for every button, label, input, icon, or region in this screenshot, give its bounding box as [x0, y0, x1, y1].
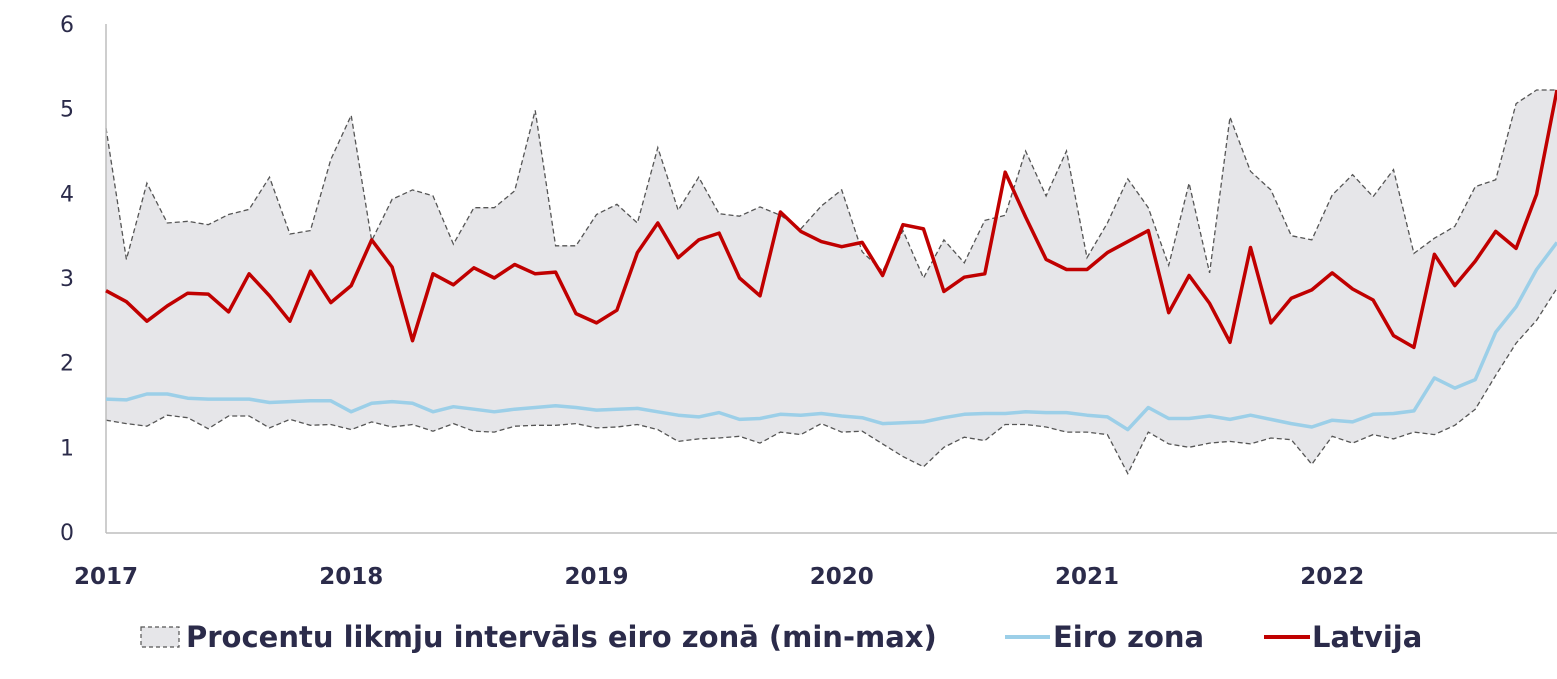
x-tick-label: 2020	[810, 564, 874, 590]
series-line-latvija	[105, 89, 1557, 350]
legend: Procentu likmju intervāls eiro zonā (min…	[140, 620, 1422, 654]
x-tick-label: 2022	[1300, 564, 1364, 590]
y-tick-label: 6	[60, 13, 74, 38]
legend-eiro-zona-label: Eiro zona	[1053, 620, 1204, 654]
band-min-line	[105, 287, 1557, 476]
y-tick-label: 5	[60, 98, 74, 123]
legend-band-swatch	[140, 626, 180, 648]
x-tick-label: 2021	[1055, 564, 1119, 590]
band-area	[106, 90, 1557, 474]
axis-layer	[105, 24, 1557, 534]
y-tick-label: 3	[60, 267, 74, 292]
y-tick-label: 0	[60, 521, 74, 546]
y-tick-label: 1	[60, 436, 74, 461]
band-max-line	[105, 89, 1557, 280]
legend-latvija-label: Latvija	[1312, 620, 1422, 654]
y-tick-label: 2	[60, 352, 74, 377]
x-tick-label: 2019	[564, 564, 628, 590]
x-tick-label: 2017	[74, 564, 138, 590]
x-tick-label: 2018	[319, 564, 383, 590]
tick-layer: 0 1 2 3 4 5 6 2017 2018 2019 2020 2021 2022	[60, 13, 1364, 590]
legend-band-label: Procentu likmju intervāls eiro zonā (min…	[186, 620, 937, 654]
y-tick-label: 4	[60, 182, 74, 207]
series-layer	[105, 89, 1557, 432]
band-layer	[105, 89, 1557, 476]
series-line-eiro-zona	[105, 241, 1557, 432]
